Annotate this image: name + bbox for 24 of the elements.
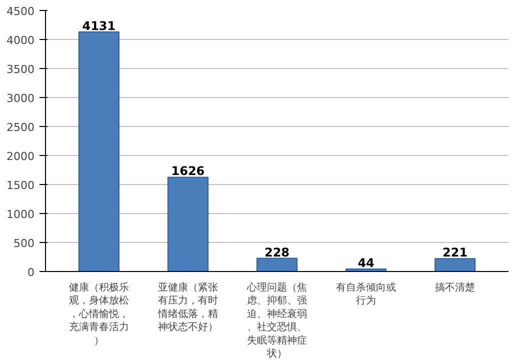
x-tick-label: 健康（积极乐观，身体放松，心情愉悦，充满青春活力） [68, 282, 129, 346]
data-label: 228 [264, 245, 290, 260]
y-tick-label: 3000 [6, 92, 35, 105]
data-label: 44 [358, 256, 374, 270]
y-tick-label: 1500 [6, 179, 35, 192]
x-tick-label: 亚健康（紧张有压力，有时情绪低落，精神状态不好） [156, 282, 218, 334]
x-tick-label: 搞不清楚 [435, 282, 476, 294]
data-label: 221 [442, 246, 468, 260]
y-tick-label: 4500 [6, 5, 35, 18]
bar [167, 176, 208, 272]
y-tick-label: 2500 [6, 121, 35, 134]
y-tick-label: 2000 [6, 150, 35, 163]
bar [434, 258, 476, 272]
bar [256, 258, 298, 272]
y-tick-label: 1000 [6, 208, 35, 221]
x-tick-label: 心理问题（焦虑、抑郁、强迫、神经衰弱、社交恐惧、失眠等精神症状） [246, 282, 307, 360]
data-label: 4131 [82, 18, 116, 33]
bar [78, 31, 120, 272]
y-tick-label: 0 [28, 266, 34, 279]
y-tick-label: 3500 [6, 63, 35, 76]
y-tick-label: 4000 [6, 34, 35, 47]
y-tick-label: 500 [14, 237, 35, 250]
data-label: 1626 [171, 164, 205, 178]
x-tick-label: 有自杀倾向或行为 [336, 282, 396, 307]
